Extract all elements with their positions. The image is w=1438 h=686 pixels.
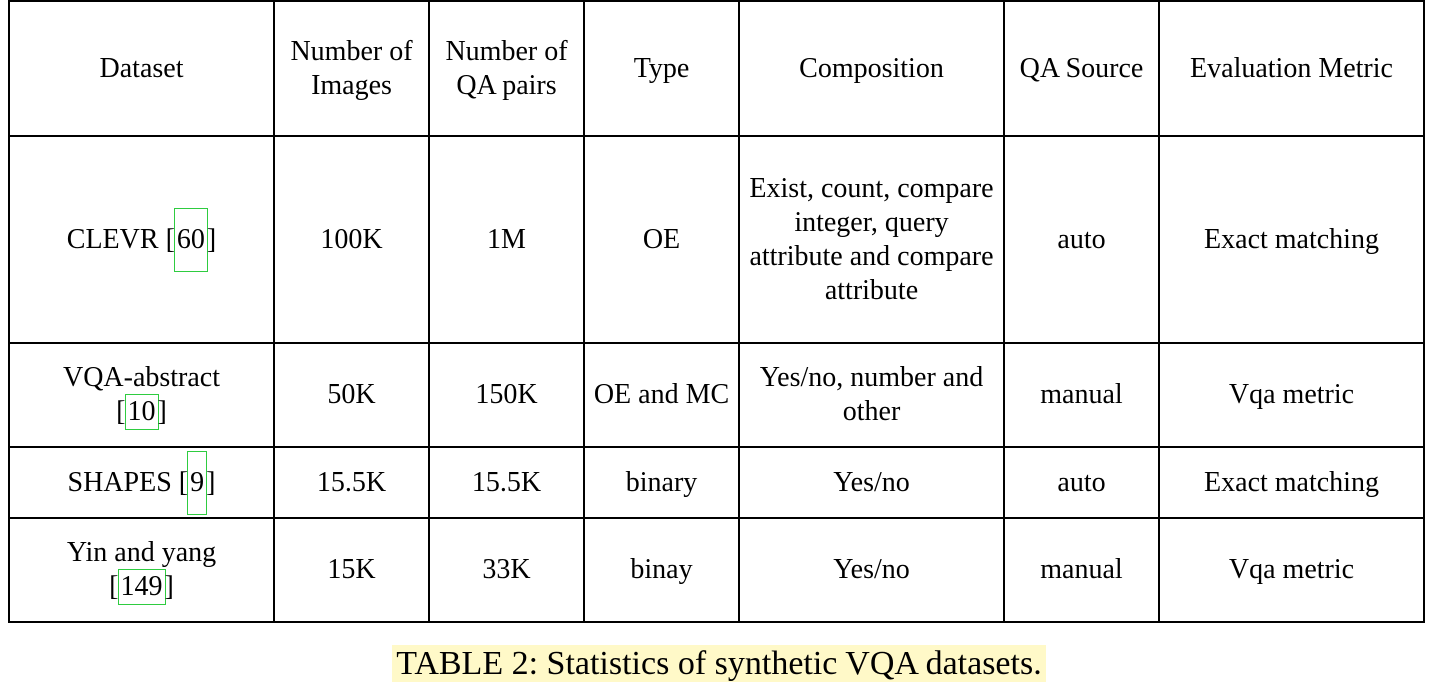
cell-images: 50K bbox=[273, 342, 430, 448]
citation[interactable]: [60] bbox=[166, 207, 216, 272]
citation[interactable]: [9] bbox=[179, 450, 215, 515]
cell-dataset: Yin and yang [149] bbox=[8, 517, 275, 623]
header-row: Dataset Number of Images Number of QA pa… bbox=[8, 0, 1425, 137]
cell-composition: Yes/no bbox=[738, 517, 1005, 623]
cell-qa-pairs: 15.5K bbox=[428, 446, 585, 519]
header-qa-source: QA Source bbox=[1003, 0, 1160, 137]
citation-ref[interactable]: 60 bbox=[173, 207, 208, 272]
dataset-name: Yin and yang bbox=[66, 537, 217, 568]
cell-composition: Yes/no, number and other bbox=[738, 342, 1005, 448]
cell-type: binary bbox=[583, 446, 740, 519]
cell-type: binay bbox=[583, 517, 740, 623]
header-type: Type bbox=[583, 0, 740, 137]
citation-ref[interactable]: 9 bbox=[187, 450, 208, 515]
cell-images: 15K bbox=[273, 517, 430, 623]
cell-dataset: SHAPES [9] bbox=[8, 446, 275, 519]
dataset-name: VQA-abstract bbox=[62, 362, 221, 393]
table-row: Yin and yang [149] 15K 33K binay Yes/no m… bbox=[8, 517, 1425, 623]
cell-qa-source: manual bbox=[1003, 517, 1160, 623]
cell-metric: Vqa metric bbox=[1158, 517, 1425, 623]
cell-qa-pairs: 1M bbox=[428, 135, 585, 344]
cell-composition: Exist, count, compare integer, query att… bbox=[738, 135, 1005, 344]
citation[interactable]: [10] bbox=[116, 394, 167, 430]
cell-metric: Exact matching bbox=[1158, 446, 1425, 519]
header-dataset: Dataset bbox=[8, 0, 275, 137]
header-evaluation-metric: Evaluation Metric bbox=[1158, 0, 1425, 137]
cell-type: OE bbox=[583, 135, 740, 344]
dataset-name: SHAPES bbox=[67, 466, 172, 498]
cell-metric: Vqa metric bbox=[1158, 342, 1425, 448]
cell-qa-pairs: 33K bbox=[428, 517, 585, 623]
datasets-table: Dataset Number of Images Number of QA pa… bbox=[8, 0, 1425, 623]
table-row: SHAPES [9] 15.5K 15.5K binary Yes/no aut… bbox=[8, 446, 1425, 519]
cell-metric: Exact matching bbox=[1158, 135, 1425, 344]
cell-qa-source: manual bbox=[1003, 342, 1160, 448]
cell-qa-pairs: 150K bbox=[428, 342, 585, 448]
cell-qa-source: auto bbox=[1003, 446, 1160, 519]
citation-ref[interactable]: 149 bbox=[117, 569, 166, 605]
cell-qa-source: auto bbox=[1003, 135, 1160, 344]
cell-dataset: CLEVR [60] bbox=[8, 135, 275, 344]
table-row: CLEVR [60] 100K 1M OE Exist, count, comp… bbox=[8, 135, 1425, 344]
cell-type: OE and MC bbox=[583, 342, 740, 448]
cell-composition: Yes/no bbox=[738, 446, 1005, 519]
cell-images: 15.5K bbox=[273, 446, 430, 519]
citation[interactable]: [149] bbox=[109, 569, 174, 605]
caption-text: TABLE 2: Statistics of synthetic VQA dat… bbox=[392, 645, 1046, 682]
cell-dataset: VQA-abstract [10] bbox=[8, 342, 275, 448]
header-number-of-images: Number of Images bbox=[273, 0, 430, 137]
cell-images: 100K bbox=[273, 135, 430, 344]
table-row: VQA-abstract [10] 50K 150K OE and MC Yes/… bbox=[8, 342, 1425, 448]
header-number-of-qa-pairs: Number of QA pairs bbox=[428, 0, 585, 137]
table-caption: TABLE 2: Statistics of synthetic VQA dat… bbox=[0, 642, 1438, 686]
citation-ref[interactable]: 10 bbox=[124, 394, 159, 430]
dataset-name: CLEVR bbox=[66, 223, 159, 255]
header-composition: Composition bbox=[738, 0, 1005, 137]
